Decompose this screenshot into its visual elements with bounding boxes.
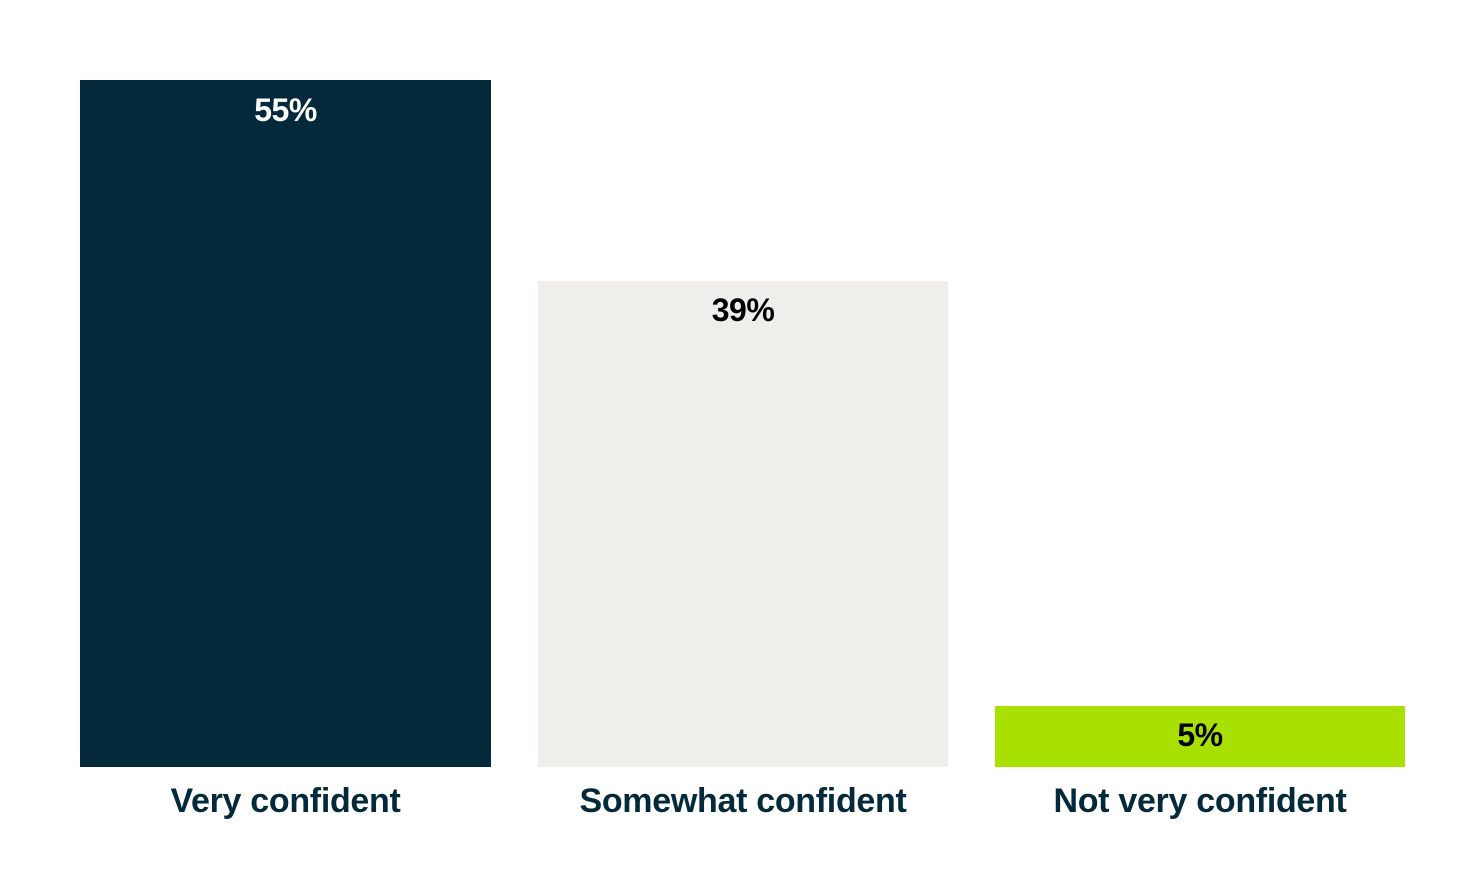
bar-not-very-confident: 5% — [995, 706, 1405, 767]
bar-value-label: 5% — [1177, 717, 1223, 753]
bar-somewhat-confident: 39% — [538, 281, 948, 767]
bar-value-label: 39% — [711, 292, 775, 328]
bar-value-label: 55% — [254, 92, 317, 128]
category-label-not-very-confident: Not very confident — [1053, 782, 1347, 820]
bar-very-confident: 55% — [80, 80, 491, 767]
category-label-very-confident: Very confident — [170, 782, 401, 820]
category-label-somewhat-confident: Somewhat confident — [579, 782, 907, 820]
